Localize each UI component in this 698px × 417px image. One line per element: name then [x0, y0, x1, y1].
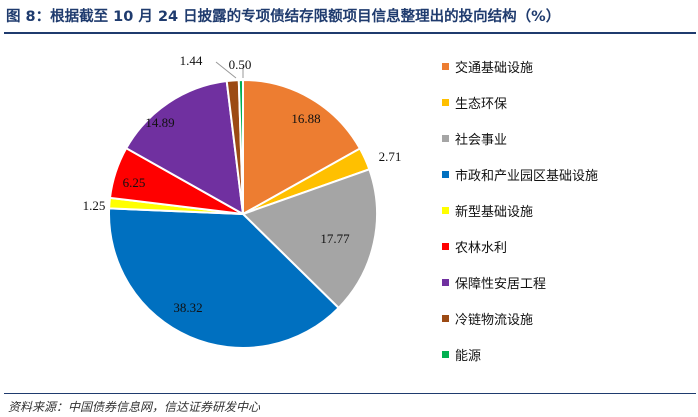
pie-slice	[124, 79, 245, 216]
title-rule	[4, 32, 696, 34]
legend-item: 新型基础设施	[442, 200, 533, 220]
data-label: 1.44	[180, 53, 203, 68]
legend-label: 市政和产业园区基础设施	[455, 168, 599, 184]
legend-item: 交通基础设施	[442, 56, 533, 76]
pie-slice	[237, 78, 244, 215]
legend-label: 交通基础设施	[455, 60, 534, 76]
legend-swatch	[442, 170, 449, 178]
data-label: 2.71	[379, 149, 402, 164]
source-rule	[4, 393, 696, 394]
legend-swatch	[442, 134, 449, 142]
legend-label: 社会事业	[455, 132, 508, 148]
data-label: 14.89	[145, 115, 174, 130]
legend-label: 生态环保	[455, 96, 508, 112]
legend-swatch	[442, 314, 449, 322]
legend-swatch	[442, 98, 449, 106]
data-label: 1.25	[83, 198, 106, 213]
legend-item: 生态环保	[442, 92, 507, 112]
data-label: 6.25	[123, 175, 146, 190]
leader-line	[215, 61, 237, 79]
data-label: 38.32	[173, 300, 202, 315]
legend-item: 市政和产业园区基础设施	[442, 164, 598, 184]
pie-slice	[108, 207, 341, 349]
chart-title: 图 8：根据截至 10 月 24 日披露的专项债结存限额项目信息整理出的投向结构…	[6, 9, 561, 25]
legend-swatch	[442, 206, 449, 214]
legend-item: 冷链物流设施	[442, 308, 533, 328]
legend-label: 能源	[455, 348, 482, 364]
pie-slice	[242, 78, 362, 216]
pie-slice	[241, 168, 378, 310]
legend-label: 农林水利	[455, 240, 508, 256]
source-note: 资料来源：中国债券信息网，信达证券研发中心	[8, 400, 261, 414]
data-label: 0.50	[229, 57, 252, 72]
legend-swatch	[442, 242, 449, 250]
legend-swatch	[442, 278, 449, 286]
legend-item: 保障性安居工程	[442, 272, 546, 292]
data-label: 16.88	[291, 111, 320, 126]
legend-label: 冷链物流设施	[455, 312, 534, 328]
legend-label: 保障性安居工程	[455, 276, 547, 292]
legend-item: 农林水利	[442, 236, 507, 256]
legend-swatch	[442, 350, 449, 358]
legend-item: 能源	[442, 344, 481, 364]
data-label: 17.77	[320, 231, 350, 246]
legend-label: 新型基础设施	[455, 204, 534, 220]
legend-swatch	[442, 62, 449, 70]
legend-item: 社会事业	[442, 128, 507, 148]
